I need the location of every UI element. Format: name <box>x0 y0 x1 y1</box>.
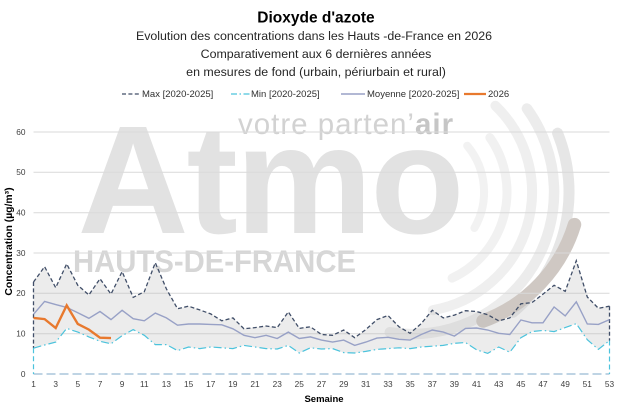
svg-text:35: 35 <box>405 379 415 389</box>
svg-text:Max [2020-2025]: Max [2020-2025] <box>142 89 213 100</box>
svg-text:13: 13 <box>162 379 172 389</box>
svg-text:Semaine: Semaine <box>304 394 343 405</box>
svg-text:0: 0 <box>21 369 26 379</box>
svg-text:29: 29 <box>339 379 349 389</box>
svg-text:31: 31 <box>361 379 371 389</box>
svg-text:25: 25 <box>295 379 305 389</box>
svg-text:19: 19 <box>228 379 238 389</box>
svg-text:2026: 2026 <box>488 89 509 100</box>
svg-text:60: 60 <box>16 127 26 137</box>
svg-text:11: 11 <box>140 379 149 389</box>
svg-text:23: 23 <box>273 379 283 389</box>
svg-text:Comparativement aux 6 dernière: Comparativement aux 6 dernières années <box>201 47 432 61</box>
svg-text:Moyenne [2020-2025]: Moyenne [2020-2025] <box>367 89 459 100</box>
svg-text:7: 7 <box>98 379 103 389</box>
svg-text:votre parten’air: votre parten’air <box>238 108 454 141</box>
svg-text:49: 49 <box>561 379 571 389</box>
svg-text:1: 1 <box>31 379 36 389</box>
svg-text:HAUTS-DE-FRANCE: HAUTS-DE-FRANCE <box>73 243 356 279</box>
svg-text:21: 21 <box>250 379 260 389</box>
svg-text:39: 39 <box>450 379 460 389</box>
svg-text:9: 9 <box>120 379 125 389</box>
svg-text:Evolution des concentrations d: Evolution des concentrations dans les Ha… <box>136 29 492 43</box>
svg-text:27: 27 <box>317 379 327 389</box>
svg-text:43: 43 <box>494 379 504 389</box>
svg-text:10: 10 <box>16 329 26 339</box>
svg-text:41: 41 <box>472 379 482 389</box>
svg-text:40: 40 <box>16 208 26 218</box>
svg-text:Atmo: Atmo <box>78 94 463 266</box>
svg-text:50: 50 <box>16 167 26 177</box>
svg-text:Min [2020-2025]: Min [2020-2025] <box>251 89 320 100</box>
svg-text:37: 37 <box>428 379 438 389</box>
svg-text:45: 45 <box>516 379 526 389</box>
svg-text:53: 53 <box>605 379 615 389</box>
svg-text:15: 15 <box>184 379 194 389</box>
svg-text:20: 20 <box>16 288 26 298</box>
svg-text:33: 33 <box>383 379 393 389</box>
svg-text:17: 17 <box>206 379 216 389</box>
svg-text:Dioxyde d'azote: Dioxyde d'azote <box>257 10 375 27</box>
svg-text:en mesures de fond (urbain, pé: en mesures de fond (urbain, périurbain e… <box>186 65 446 79</box>
svg-text:30: 30 <box>16 248 26 258</box>
svg-text:3: 3 <box>53 379 58 389</box>
svg-text:47: 47 <box>538 379 548 389</box>
svg-text:51: 51 <box>583 379 593 389</box>
svg-text:Concentration (µg/m³): Concentration (µg/m³) <box>4 187 15 295</box>
svg-text:5: 5 <box>75 379 80 389</box>
